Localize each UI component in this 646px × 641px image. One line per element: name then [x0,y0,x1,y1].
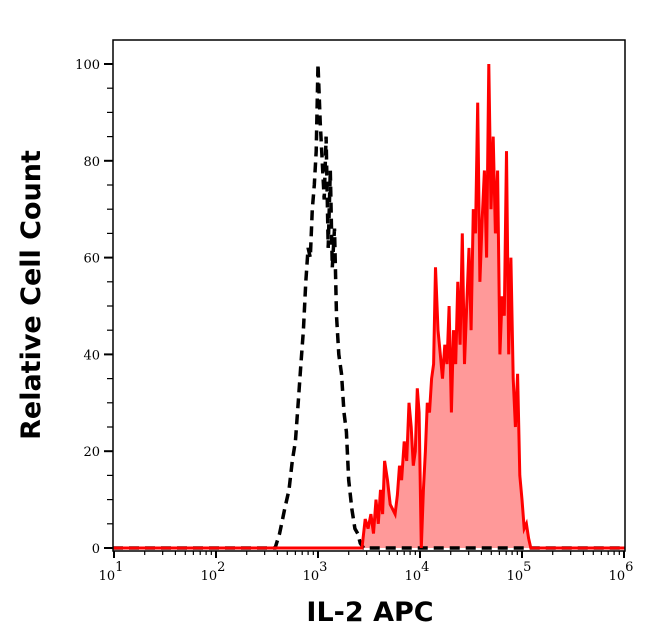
y-tick-label: 20 [83,445,100,460]
y-axis: 0 20 40 60 80 100 [75,58,113,557]
series-line-0 [113,63,625,550]
x-tick-label: 102 [201,560,226,584]
x-axis: 101 102 103 104 105 106 [99,551,634,584]
x-axis-title: IL-2 APC [306,597,433,628]
x-tick-label: 103 [303,560,328,584]
plot-area [113,63,625,550]
x-tick-label: 106 [609,560,634,584]
y-tick-label: 40 [83,348,100,363]
y-axis-title: Relative Cell Count [16,150,47,440]
y-tick-label: 60 [83,252,100,267]
series-fill-1 [113,64,625,548]
x-tick-label: 105 [507,560,532,584]
plot-frame [112,39,626,552]
y-tick-label: 0 [92,542,100,557]
x-tick-label: 104 [405,560,430,584]
x-tick-label: 101 [99,560,124,584]
series-line-1 [113,63,625,550]
y-tick-label: 80 [83,155,100,170]
y-tick-label: 100 [75,58,100,73]
